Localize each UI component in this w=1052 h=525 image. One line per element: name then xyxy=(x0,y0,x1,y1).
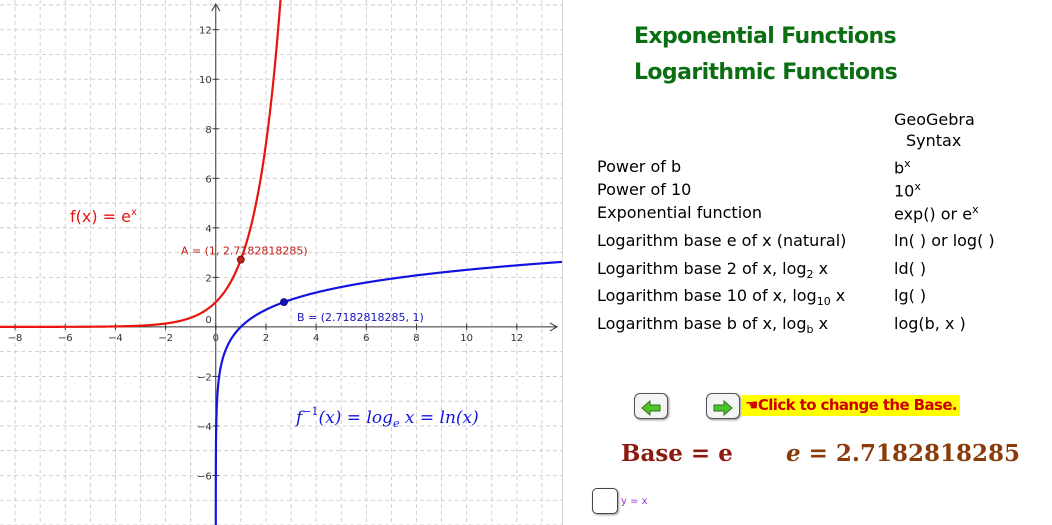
previous-base-button[interactable] xyxy=(634,393,668,419)
row-label: Logarithm base e of x (natural) xyxy=(597,231,847,250)
row-syntax: exp() or ex xyxy=(894,203,979,224)
change-base-hint: ☚Click to change the Base. xyxy=(742,395,961,416)
arrow-left-icon xyxy=(641,400,661,416)
row-syntax: lg( ) xyxy=(894,286,927,305)
x-tick-label: 0 xyxy=(213,333,219,344)
log-curve[interactable] xyxy=(214,260,562,525)
syntax-header-line2: Syntax xyxy=(906,131,962,150)
x-tick-label: 6 xyxy=(363,333,369,344)
row-syntax: 10x xyxy=(894,180,921,201)
point-a[interactable] xyxy=(236,255,245,264)
row-label: Logarithm base b of x, logb x xyxy=(597,314,829,337)
row-label: Logarithm base 10 of x, log10 x xyxy=(597,286,846,309)
tick-labels: −8 −6 −4 −2 0 2 4 6 8 10 12 −6 −4 −2 2 4 6 8 10 12 0 xyxy=(8,26,524,483)
view-divider xyxy=(562,0,563,525)
syntax-header-line1: GeoGebra xyxy=(894,110,975,129)
row-label: Logarithm base 2 of x, log2 x xyxy=(597,259,829,282)
row-syntax: bx xyxy=(894,157,911,178)
y-tick-label: 0 xyxy=(205,315,211,326)
exp-curve[interactable] xyxy=(0,0,282,328)
y-tick-label: 4 xyxy=(205,224,211,235)
y-equals-x-label: y = x xyxy=(621,496,648,507)
y-axis-arrow xyxy=(211,2,221,12)
table-row: Logarithm base e of x (natural) ln( ) or… xyxy=(597,231,995,250)
x-tick-label: −4 xyxy=(108,333,123,344)
arrow-right-icon xyxy=(713,400,733,416)
point-b[interactable] xyxy=(280,298,288,307)
x-tick-label: −2 xyxy=(158,333,173,344)
x-tick-label: 8 xyxy=(413,333,419,344)
row-syntax: ln( ) or log( ) xyxy=(894,231,995,250)
next-base-button[interactable] xyxy=(706,393,740,419)
row-label: Exponential function xyxy=(597,203,763,222)
title-exponential: Exponential Functions xyxy=(634,24,897,49)
y-tick-label: −2 xyxy=(197,372,212,383)
row-syntax: ld( ) xyxy=(894,259,927,278)
x-tick-label: −8 xyxy=(8,333,23,344)
exp-function-label: f(x) = ex xyxy=(70,207,137,226)
y-tick-label: 2 xyxy=(205,273,211,284)
y-tick-label: 8 xyxy=(205,125,211,136)
y-tick-label: −6 xyxy=(197,471,212,482)
table-row: Power of b bx xyxy=(597,157,911,177)
table-row: Logarithm base b of x, logb x log(b, x ) xyxy=(597,314,966,337)
axes xyxy=(0,2,559,525)
y-tick-label: 12 xyxy=(199,26,212,37)
x-tick-label: −6 xyxy=(58,333,73,344)
y-tick-label: 10 xyxy=(199,75,212,86)
y-tick-label: −4 xyxy=(197,422,212,433)
row-label: Power of 10 xyxy=(597,180,692,199)
x-tick-label: 12 xyxy=(510,333,523,344)
e-value: e = 2.7182818285 xyxy=(786,440,1020,467)
row-syntax: log(b, x ) xyxy=(894,314,966,333)
title-logarithmic: Logarithmic Functions xyxy=(634,60,898,85)
point-a-label: A = (1, 2.7182818285) xyxy=(181,245,308,258)
log-function-label: f−1(x) = loge x = ln(x) xyxy=(294,405,479,430)
base-label: Base = e xyxy=(621,440,733,467)
table-row: Exponential function exp() or ex xyxy=(597,203,979,223)
row-label: Power of b xyxy=(597,157,682,176)
x-tick-label: 2 xyxy=(263,333,269,344)
x-tick-label: 10 xyxy=(460,333,473,344)
table-row: Logarithm base 10 of x, log10 x lg( ) xyxy=(597,286,926,309)
x-axis-arrow xyxy=(549,322,559,332)
x-tick-label: 4 xyxy=(313,333,319,344)
y-tick-label: 6 xyxy=(205,174,211,185)
point-b-label: B = (2.7182818285, 1) xyxy=(297,311,424,324)
grid-lines xyxy=(0,0,562,525)
y-equals-x-checkbox[interactable] xyxy=(592,488,618,514)
table-row: Logarithm base 2 of x, log2 x ld( ) xyxy=(597,259,926,282)
table-row: Power of 10 10x xyxy=(597,180,921,200)
graph-view[interactable]: −8 −6 −4 −2 0 2 4 6 8 10 12 −6 −4 −2 2 4 6 8 10 12 0 A = (1,… xyxy=(0,0,562,525)
